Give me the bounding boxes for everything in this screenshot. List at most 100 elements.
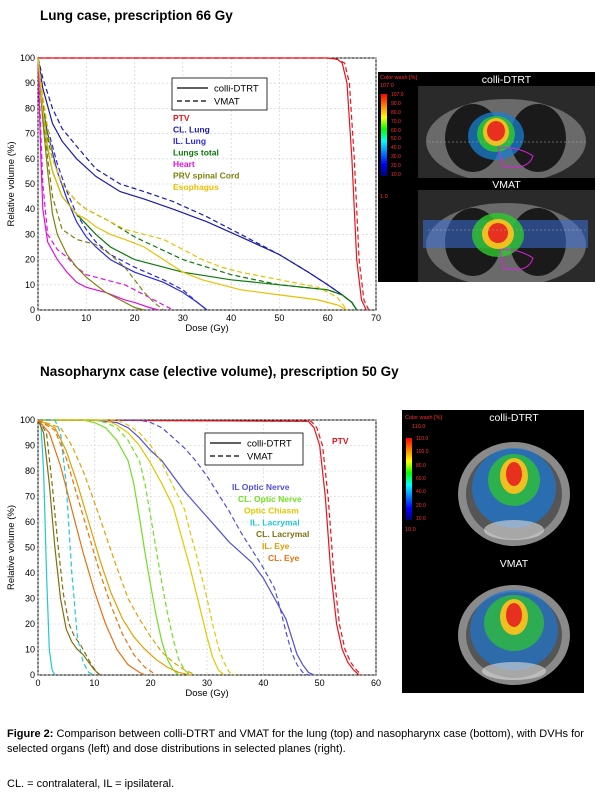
lung-series-line-solid: [37, 57, 358, 311]
lung-series-line-dashed: [37, 57, 174, 311]
naso-series-line-dashed: [37, 419, 196, 676]
lung-series-label: CL. Lung: [173, 125, 210, 135]
abbreviations-note: CL. = contralateral, IL = ipsilateral.: [7, 778, 175, 790]
lung-series-line-dashed: [37, 57, 164, 311]
colorwash-tick-label: 10.0: [416, 516, 426, 522]
naso-y-tick-label: 20: [25, 619, 35, 629]
lung-ct-image-colli: [418, 86, 595, 178]
lung-y-tick-label: 60: [25, 154, 35, 164]
naso-series-label: CL. Optic Nerve: [238, 494, 302, 504]
lung-x-axis-label: Dose (Gy): [185, 323, 228, 334]
naso-series-label: IL Optic Nerve: [232, 482, 290, 492]
colorwash-tick-label: 60.0: [391, 127, 401, 134]
naso-y-tick-label: 70: [25, 492, 35, 502]
colorwash-tick-label: 110.0: [416, 436, 429, 442]
naso-colli-dtrt-label: colli-DTRT: [489, 412, 539, 424]
lung-y-tick-label: 50: [25, 179, 35, 189]
naso-x-tick-label: 10: [89, 678, 99, 688]
naso-heading: Nasopharynx case (elective volume), pres…: [40, 364, 399, 379]
colorwash-tick-label: 40.0: [391, 145, 401, 152]
naso-y-tick-label: 50: [25, 543, 35, 553]
naso-y-tick-label: 90: [25, 441, 35, 451]
lung-series-label: Esophagus: [173, 182, 219, 192]
lung-x-tick-label: 60: [323, 313, 333, 323]
naso-y-tick-label: 60: [25, 517, 35, 527]
lung-series-line-solid: [37, 57, 159, 311]
naso-series-line-dashed: [38, 419, 95, 676]
colorwash-tick-label: 30.0: [391, 154, 401, 161]
lung-series-line-solid: [38, 57, 367, 311]
lung-series-label: Lungs total: [173, 148, 219, 158]
naso-vmat-label: VMAT: [499, 558, 529, 570]
lung-y-tick-label: 100: [20, 53, 35, 63]
naso-colorwash-title: Color wash [%]: [405, 415, 442, 421]
naso-colorwash-low: 10.0: [405, 527, 416, 533]
naso-y-tick-label: 10: [25, 645, 35, 655]
naso-series-line-solid: [37, 419, 191, 676]
colorwash-tick-label: 20.0: [391, 163, 401, 170]
naso-colorwash-max: 110.0: [412, 424, 426, 430]
naso-series-line-dashed: [38, 419, 191, 676]
naso-x-tick-label: 60: [371, 678, 381, 688]
lung-y-tick-label: 70: [25, 129, 35, 139]
lung-series-label: PRV spinal Cord: [173, 171, 239, 181]
naso-x-tick-label: 0: [35, 678, 40, 688]
figure-caption: Figure 2: Comparison between colli-DTRT …: [7, 727, 597, 757]
lung-x-tick-label: 10: [81, 313, 91, 323]
caption-label: Figure 2:: [7, 728, 54, 740]
lung-series-label: PTV: [173, 113, 190, 123]
naso-series-line-dashed: [37, 419, 363, 676]
naso-x-tick-label: 40: [258, 678, 268, 688]
lung-legend-box: [171, 77, 268, 111]
colorwash-tick-label: 90.0: [391, 100, 401, 107]
naso-series-label: Optic Chiasm: [244, 506, 299, 516]
naso-x-tick-label: 50: [315, 678, 325, 688]
naso-colorwash-bar: [406, 438, 412, 520]
naso-y-tick-label: 80: [25, 466, 35, 476]
naso-y-tick-label: 40: [25, 568, 35, 578]
lung-colorwash-max: 107.0: [380, 83, 394, 89]
lung-y-tick-label: 30: [25, 229, 35, 239]
naso-ct-image-colli: [458, 442, 570, 546]
naso-ct-image-vmat: [458, 585, 570, 685]
lung-dose-distribution-panel: colli-DTRT VMAT Color wash [%] 107.0 107…: [378, 72, 595, 282]
naso-dvh-chart: 0 10 20 30 40 50 60 0 10 20 30 40 50 60 70 80 90 100 Dose …: [6, 415, 381, 699]
lung-dvh-chart: 0 10 20 30 40 50 60 70 0 10 20 30 40 50 60 70 80 90 100 Dos…: [6, 53, 381, 334]
naso-series-line-dashed: [37, 419, 101, 676]
naso-y-tick-label: 0: [30, 670, 35, 680]
naso-series-line-solid: [37, 419, 146, 676]
lung-series-label: IL. Lung: [173, 136, 206, 146]
lung-heading: Lung case, prescription 66 Gy: [40, 8, 233, 23]
naso-x-tick-label: 30: [202, 678, 212, 688]
colorwash-tick-label: 70.0: [391, 118, 401, 125]
lung-legend-label: VMAT: [214, 97, 240, 108]
naso-y-tick-label: 30: [25, 594, 35, 604]
lung-y-tick-label: 0: [30, 305, 35, 315]
lung-colorwash-bar: [381, 94, 387, 176]
naso-series-line-dashed: [37, 419, 157, 676]
colorwash-tick-label: 107.0: [391, 92, 404, 98]
colorwash-tick-label: 80.0: [416, 462, 426, 469]
lung-y-tick-label: 20: [25, 255, 35, 265]
lung-x-tick-label: 40: [226, 313, 236, 323]
lung-y-axis-label: Relative volume (%): [6, 142, 17, 227]
lung-x-tick-label: 0: [35, 313, 40, 323]
naso-x-axis-label: Dose (Gy): [185, 688, 228, 699]
naso-legend-label: VMAT: [247, 452, 273, 463]
lung-y-tick-label: 90: [25, 78, 35, 88]
lung-colli-dtrt-label: colli-DTRT: [481, 74, 532, 86]
naso-series-label: CL. Eye: [268, 553, 299, 563]
naso-legend-box: [204, 432, 304, 466]
lung-y-tick-label: 10: [25, 280, 35, 290]
naso-series-line-solid: [38, 419, 180, 676]
caption-text: Comparison between colli-DTRT and VMAT f…: [7, 728, 584, 755]
lung-ct-image-vmat: [418, 190, 595, 282]
lung-series-line-solid: [37, 57, 145, 311]
lung-legend-label: colli-DTRT: [214, 84, 259, 95]
lung-series-label: Heart: [173, 159, 195, 169]
naso-series-line-dashed: [38, 419, 236, 676]
colorwash-tick-label: 80.0: [391, 109, 401, 116]
naso-dose-distribution-panel: colli-DTRT VMAT Color wash [%] 110.0 110…: [402, 410, 584, 693]
lung-series-line-dashed: [37, 57, 348, 311]
lung-vmat-label: VMAT: [492, 179, 521, 191]
